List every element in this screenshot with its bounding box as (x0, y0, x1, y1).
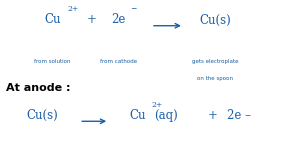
Text: from cathode: from cathode (100, 59, 137, 64)
Text: 2+: 2+ (67, 5, 79, 13)
Text: on the spoon: on the spoon (197, 76, 233, 81)
Text: Cu: Cu (44, 14, 61, 26)
Text: +: + (207, 109, 217, 122)
Text: (aq): (aq) (154, 109, 178, 122)
Text: 2e –: 2e – (227, 109, 251, 122)
Text: Cu(s): Cu(s) (199, 14, 231, 26)
Text: 2e: 2e (111, 14, 125, 26)
Text: gets electroplate: gets electroplate (192, 59, 239, 64)
Text: +: + (86, 14, 96, 26)
Text: from solution: from solution (34, 59, 71, 64)
Text: 2+: 2+ (151, 101, 162, 109)
Text: Cu(s): Cu(s) (26, 109, 58, 122)
Text: −: − (130, 5, 136, 13)
Text: At anode :: At anode : (6, 83, 71, 93)
Text: Cu: Cu (129, 109, 146, 122)
